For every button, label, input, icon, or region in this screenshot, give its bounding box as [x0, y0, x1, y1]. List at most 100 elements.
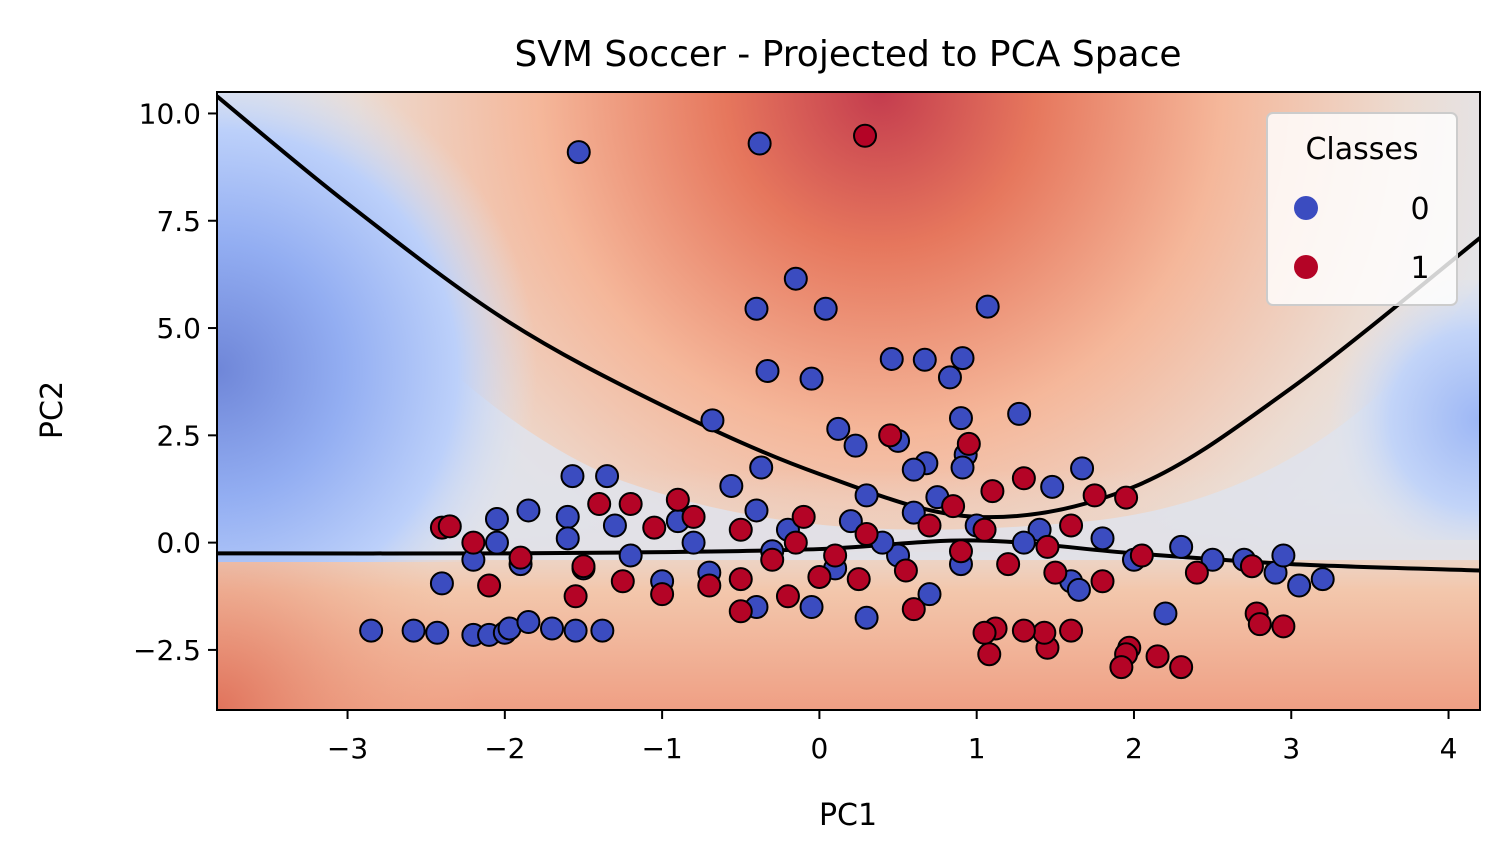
point-class-1 [681, 504, 706, 529]
point-class-1 [477, 573, 502, 598]
point-class-0 [1271, 543, 1296, 568]
point-class-0 [1153, 601, 1178, 626]
point-class-1 [1239, 554, 1264, 579]
y-axis-ticks: −2.5 0.0 2.5 5.0 7.5 10.0 [133, 97, 217, 667]
point-class-0 [484, 530, 509, 555]
point-class-1 [1059, 618, 1084, 643]
point-class-1 [775, 584, 800, 609]
point-class-1 [728, 517, 753, 542]
point-class-0 [749, 455, 774, 480]
point-class-1 [941, 494, 966, 519]
point-class-1 [665, 487, 690, 512]
point-class-0 [1310, 567, 1335, 592]
point-class-0 [1007, 401, 1032, 426]
point-class-0 [429, 571, 454, 596]
point-class-0 [854, 483, 879, 508]
y-tick-label: 2.5 [156, 419, 201, 452]
legend-title: Classes [1305, 132, 1418, 167]
point-class-0 [516, 498, 541, 523]
legend-label-1: 1 [1410, 251, 1429, 286]
point-class-1 [977, 642, 1002, 667]
point-class-1 [1129, 543, 1154, 568]
point-class-1 [571, 554, 596, 579]
point-class-0 [799, 366, 824, 391]
point-class-1 [1184, 560, 1209, 585]
point-class-0 [747, 131, 772, 156]
point-class-0 [618, 543, 643, 568]
point-class-1 [642, 515, 667, 540]
point-class-1 [1059, 513, 1084, 538]
point-class-1 [610, 569, 635, 594]
point-class-0 [799, 595, 824, 619]
chart-title: SVM Soccer - Projected to PCA Space [514, 34, 1181, 75]
point-class-1 [1011, 618, 1036, 643]
point-class-1 [1011, 466, 1036, 491]
point-class-1 [697, 573, 722, 598]
plot-frame [216, 91, 1481, 711]
point-class-1 [587, 492, 612, 516]
x-tick-label: 2 [1125, 732, 1143, 765]
point-class-0 [555, 504, 580, 529]
y-tick-label: 10.0 [139, 97, 201, 130]
point-class-0 [912, 347, 937, 372]
point-class-0 [813, 296, 838, 321]
point-class-0 [566, 140, 591, 165]
point-class-1 [956, 431, 981, 456]
x-tick-label: −2 [484, 732, 525, 765]
legend-label-0: 0 [1410, 192, 1429, 227]
x-tick-label: −1 [641, 732, 682, 765]
point-class-1 [878, 423, 903, 448]
point-class-1 [854, 522, 879, 547]
point-class-0 [555, 526, 580, 551]
point-class-0 [755, 358, 780, 383]
point-class-1 [1090, 569, 1115, 594]
point-class-0 [1090, 526, 1115, 551]
point-class-1 [1035, 534, 1060, 559]
point-class-0 [744, 498, 769, 523]
point-class-0 [1040, 474, 1065, 499]
point-class-1 [508, 545, 533, 570]
x-axis-label: PC1 [819, 798, 877, 833]
point-class-0 [783, 266, 808, 291]
point-class-1 [972, 620, 997, 645]
point-class-0 [937, 365, 962, 390]
point-class-1 [917, 513, 942, 538]
scatter-points [359, 123, 1335, 680]
point-class-0 [917, 582, 942, 607]
point-class-0 [425, 620, 450, 645]
point-class-1 [1247, 612, 1272, 637]
point-class-1 [1114, 485, 1139, 510]
point-class-0 [1066, 577, 1091, 602]
point-class-1 [1169, 655, 1194, 680]
x-tick-label: −3 [327, 732, 368, 765]
point-class-1 [1032, 620, 1057, 645]
point-class-0 [540, 616, 565, 641]
point-class-1 [1109, 655, 1134, 680]
point-class-0 [1070, 456, 1095, 481]
point-class-0 [901, 500, 926, 525]
point-class-1 [437, 514, 462, 539]
point-class-1 [980, 479, 1005, 504]
point-class-0 [1011, 530, 1036, 555]
y-tick-label: 5.0 [156, 312, 201, 345]
y-tick-label: 7.5 [156, 205, 201, 238]
point-class-1 [901, 597, 926, 622]
point-class-1 [846, 567, 871, 592]
point-class-1 [760, 547, 785, 572]
point-class-0 [1200, 547, 1225, 572]
point-class-1 [972, 517, 997, 542]
y-tick-label: 0.0 [156, 527, 201, 560]
point-class-0 [838, 509, 863, 534]
point-class-1 [1043, 560, 1068, 585]
x-tick-label: 3 [1282, 732, 1300, 765]
point-class-0 [843, 433, 868, 458]
point-class-1 [1082, 483, 1107, 508]
point-class-0 [560, 464, 585, 489]
point-class-0 [719, 473, 744, 498]
point-class-1 [618, 492, 643, 516]
point-class-1 [893, 558, 918, 583]
point-class-0 [879, 346, 904, 371]
point-class-0 [854, 605, 879, 630]
point-class-0 [516, 610, 541, 635]
